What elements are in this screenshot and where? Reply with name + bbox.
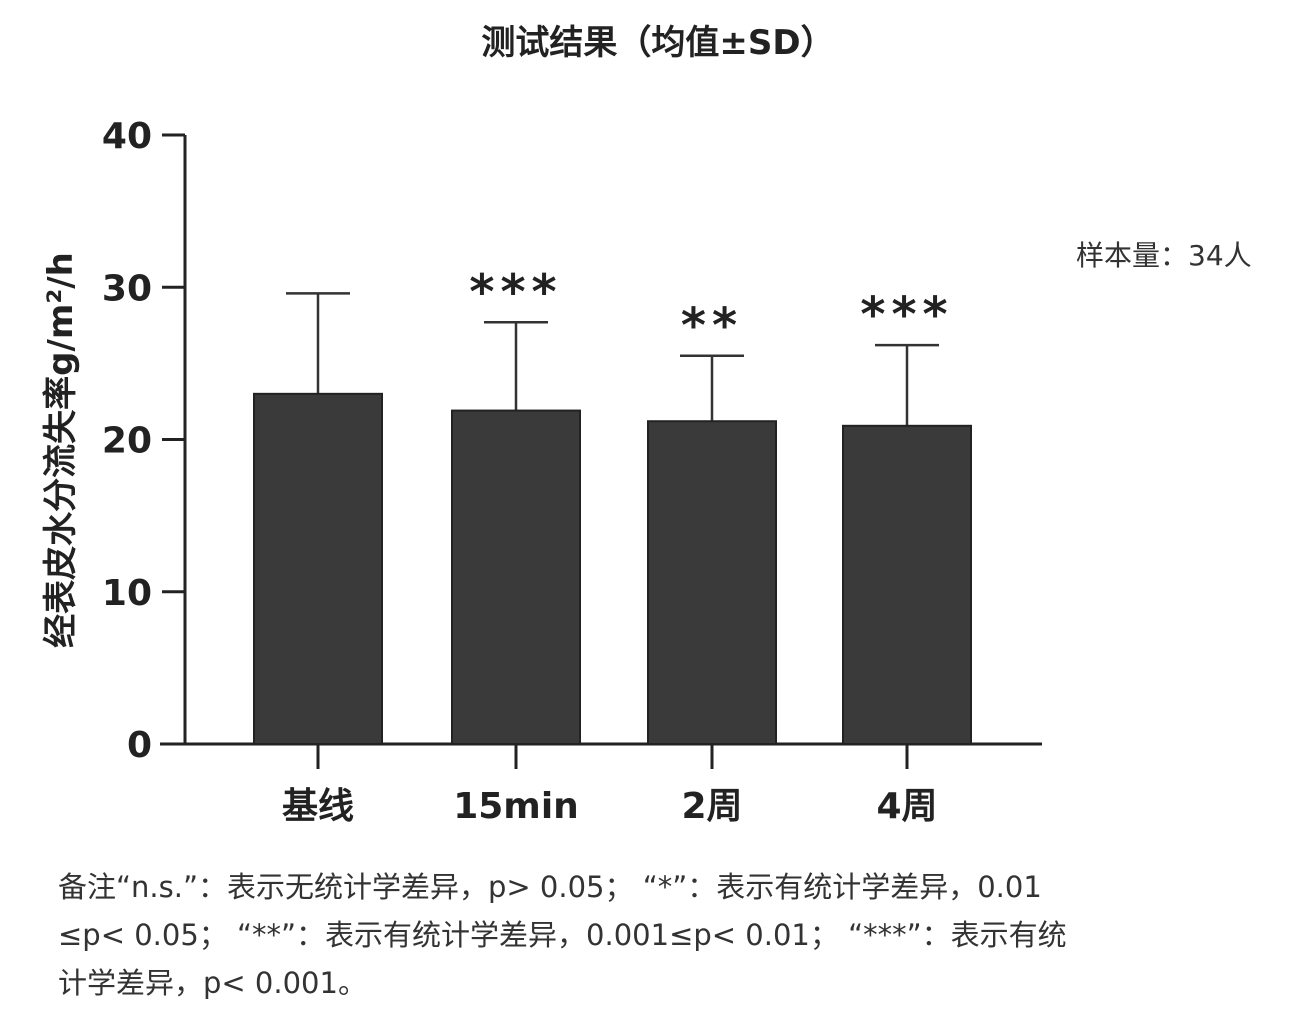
y-tick-label: 40: [102, 116, 152, 157]
significance-marker: **: [681, 298, 743, 354]
x-tick-label: 2周: [681, 786, 742, 827]
y-axis-label: 经表皮水分流失率g/m²/h: [41, 252, 81, 648]
bar: [253, 392, 383, 745]
x-tick-label: 15min: [453, 786, 579, 827]
bar: [842, 424, 972, 745]
bar: [647, 420, 777, 745]
y-tick-label: 30: [102, 268, 152, 309]
significance-marker: ***: [860, 287, 953, 343]
significance-marker: ***: [469, 264, 562, 320]
y-tick-label: 0: [127, 725, 152, 766]
y-tick-label: 10: [102, 573, 152, 614]
footnote-line-2: ≤p< 0.05； “**”：表示有统计学差异，0.001≤p< 0.01； “…: [58, 918, 1067, 952]
sample-size-annotation: 样本量：34人: [1076, 239, 1252, 272]
footnote-line-3: 计学差异，p< 0.001。: [58, 966, 367, 1000]
y-tick-label: 20: [102, 421, 152, 462]
footnote-line-1: 备注“n.s.”：表示无统计学差异，p> 0.05； “*”：表示有统计学差异，…: [58, 870, 1042, 904]
x-tick-label: 基线: [282, 786, 354, 827]
bar: [451, 409, 581, 745]
x-tick-label: 4周: [876, 786, 937, 827]
chart-title: 测试结果（均值±SD）: [481, 23, 834, 63]
